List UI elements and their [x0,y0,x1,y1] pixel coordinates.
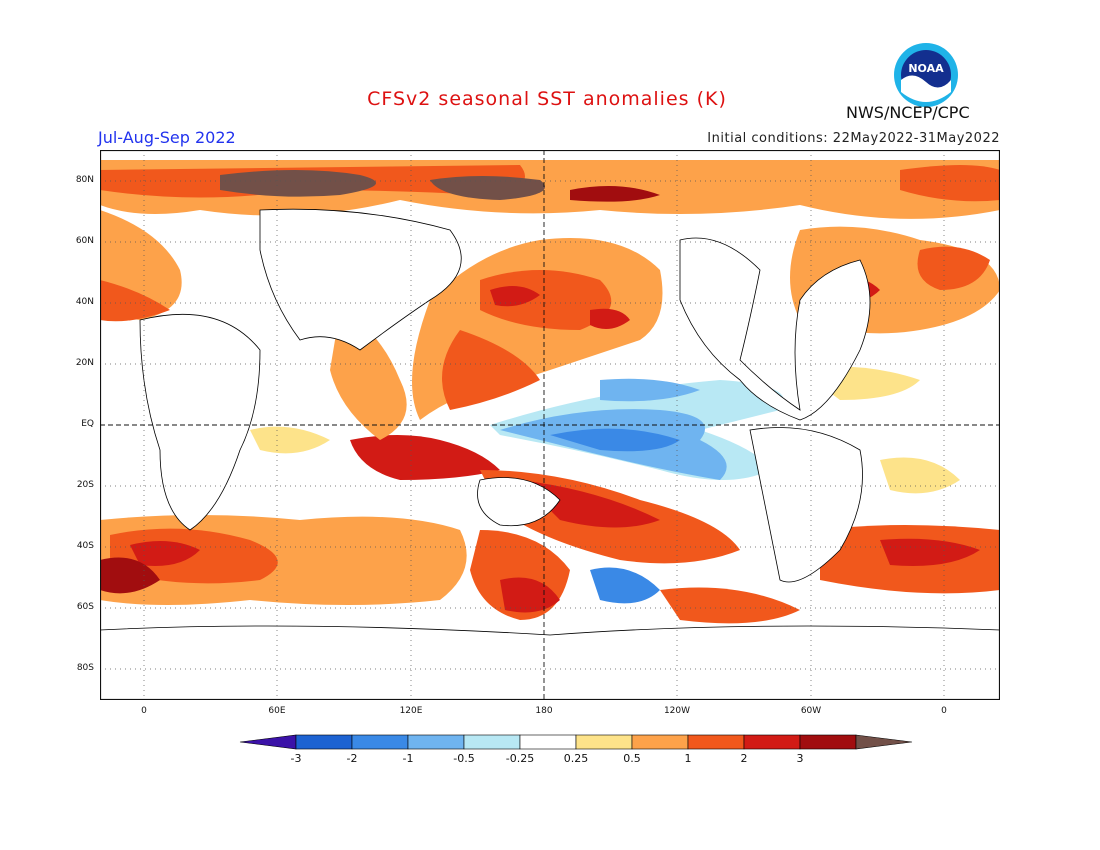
colorbar-swatch [743,734,801,750]
lat-label-80s: 80S [76,663,94,673]
lat-label-eq: EQ [81,419,94,429]
colorbar-swatch [519,734,577,750]
colorbar-label: 1 [684,752,692,765]
colorbar-legend [239,734,913,750]
lon-label-180: 180 [535,706,553,716]
colorbar-label: 0.25 [563,752,589,765]
colorbar-swatch [687,734,745,750]
colorbar-label: -3 [290,752,302,765]
svg-text:NOAA: NOAA [908,62,944,75]
colorbar-label: 0.5 [623,752,641,765]
sst-anomaly-map [100,150,1000,700]
colorbar-label: -2 [346,752,358,765]
colorbar-label: -1 [402,752,414,765]
noaa-logo-icon: NOAA [894,43,958,107]
lon-label-120e: 120E [399,706,423,716]
lat-label-40n: 40N [75,297,94,307]
colorbar-swatch [463,734,521,750]
colorbar-swatch [631,734,689,750]
lon-label-120w: 120W [663,706,691,716]
lat-label-60n: 60N [75,236,94,246]
colorbar-label: -0.5 [453,752,475,765]
colorbar-swatch [575,734,633,750]
organization-label: NWS/NCEP/CPC [846,103,970,122]
season-label: Jul-Aug-Sep 2022 [98,128,236,147]
colorbar-label: 3 [796,752,804,765]
colorbar-swatch [351,734,409,750]
lat-label-20s: 20S [76,480,94,490]
colorbar-swatch [407,734,465,750]
colorbar-arrow-high [855,734,913,750]
colorbar-label: 2 [740,752,748,765]
lat-label-40s: 40S [76,541,94,551]
colorbar-arrow-low [239,734,297,750]
lon-label-60w: 60W [800,706,822,716]
lon-label-0-west: 0 [141,706,147,716]
lat-label-20n: 20N [75,358,94,368]
lat-label-60s: 60S [76,602,94,612]
colorbar-label: -0.25 [505,752,535,765]
initial-conditions-label: Initial conditions: 22May2022-31May2022 [707,131,1000,146]
lon-label-60e: 60E [268,706,286,716]
colorbar-swatch [799,734,857,750]
lon-label-0-east: 0 [941,706,947,716]
colorbar-swatch [295,734,353,750]
lat-label-80n: 80N [75,175,94,185]
map-title: CFSv2 seasonal SST anomalies (K) [367,88,727,110]
